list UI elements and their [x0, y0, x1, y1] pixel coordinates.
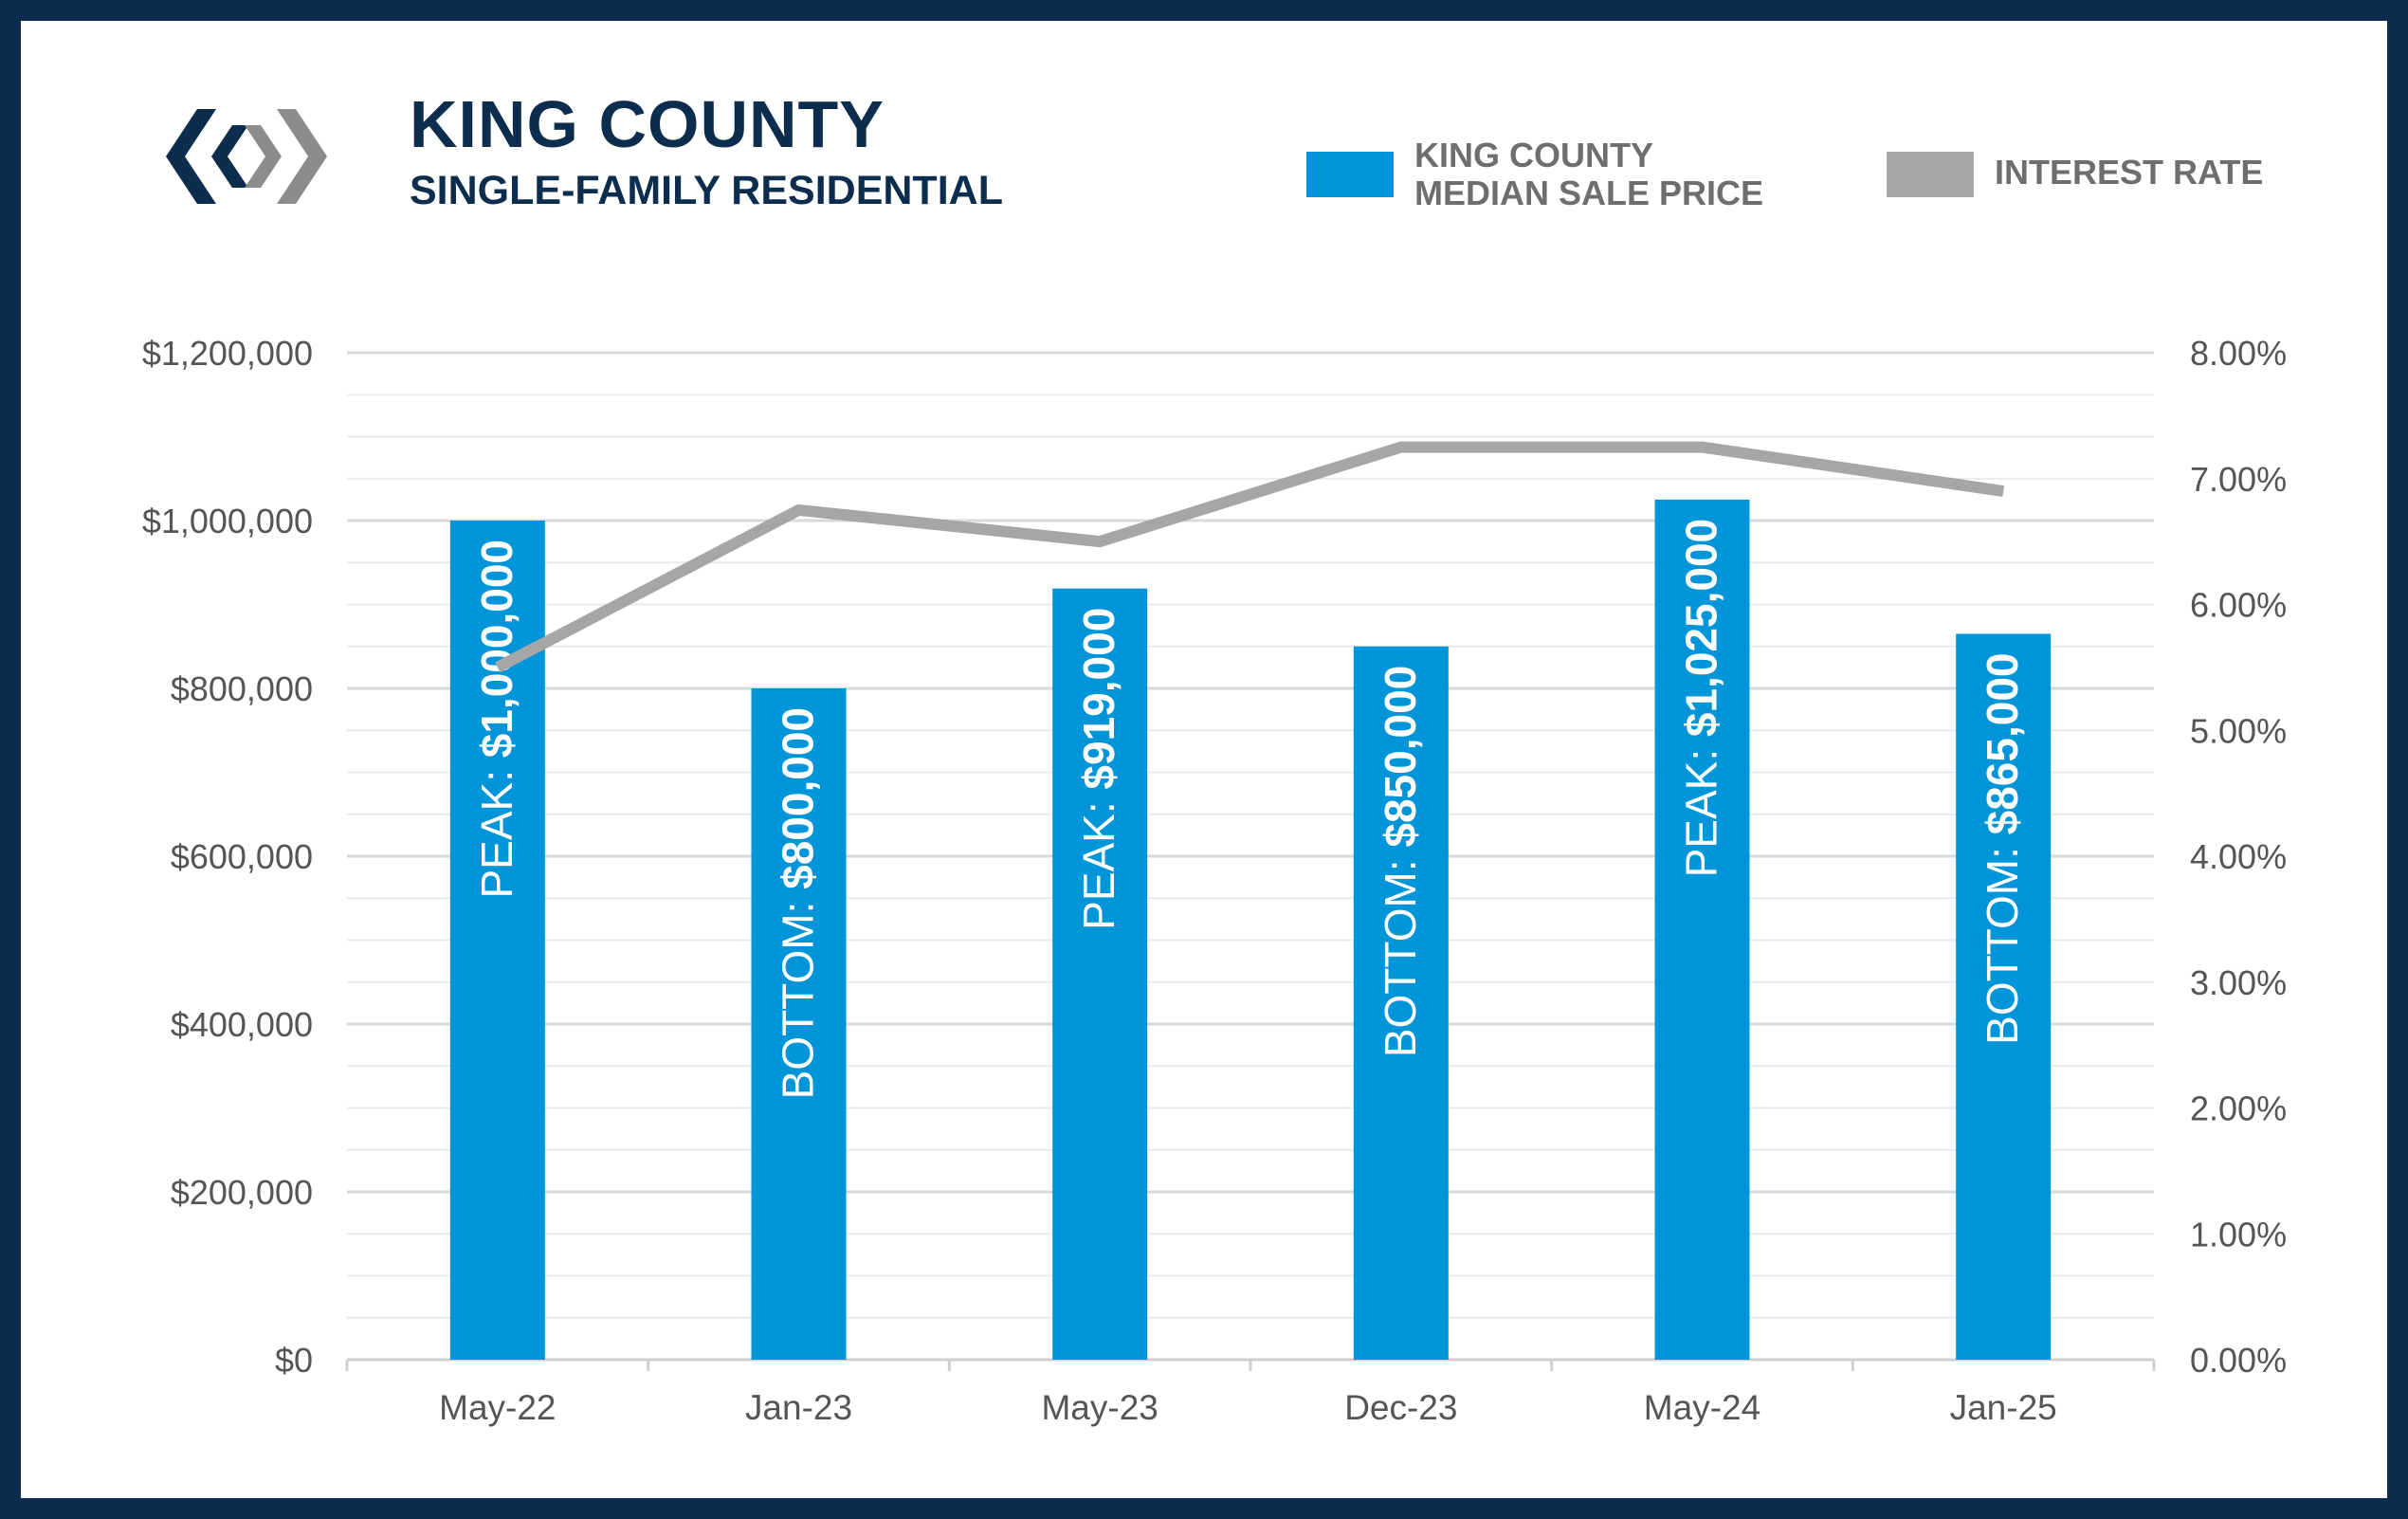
bar-data-label-prefix: BOTTOM: — [774, 889, 823, 1100]
bar-data-label-prefix: PEAK: — [472, 758, 521, 898]
bar — [449, 521, 545, 1360]
bar-data-label: PEAK: $1,000,000 — [472, 540, 521, 899]
y-right-tick-label: 6.00% — [2190, 586, 2287, 625]
y-right-tick-label: 7.00% — [2190, 460, 2287, 499]
legend-swatch-median-price — [1306, 152, 1394, 197]
y-left-tick-label: $400,000 — [171, 1005, 313, 1044]
x-tick-label: Dec-23 — [1344, 1388, 1457, 1427]
y-left-tick-label: $200,000 — [171, 1173, 313, 1212]
legend-swatch-interest-rate — [1887, 152, 1974, 197]
bar-data-label-prefix: BOTTOM: — [1978, 834, 2027, 1045]
bar-data-label-value: $1,000,000 — [472, 540, 521, 758]
legend-label-median-price: KING COUNTY MEDIAN SALE PRICE — [1414, 137, 1763, 212]
x-tick-label: May-23 — [1041, 1388, 1158, 1427]
x-tick-label: Jan-25 — [1950, 1388, 2057, 1427]
y-right-tick-label: 3.00% — [2190, 963, 2287, 1002]
y-left-tick-label: $1,200,000 — [142, 334, 313, 373]
bar-data-label-prefix: PEAK: — [1074, 790, 1123, 930]
y-left-tick-label: $1,000,000 — [142, 502, 313, 540]
bar — [751, 688, 847, 1360]
y-right-tick-label: 0.00% — [2190, 1341, 2287, 1380]
bar-data-label-value: $1,025,000 — [1677, 519, 1726, 737]
bar-data-label: BOTTOM: $865,000 — [1978, 652, 2027, 1044]
y-left-tick-label: $600,000 — [171, 837, 313, 876]
interest-rate-line — [495, 441, 2005, 673]
bar-data-label: BOTTOM: $850,000 — [1376, 666, 1425, 1057]
y-right-tick-label: 2.00% — [2190, 1089, 2287, 1128]
legend-label-interest-rate: INTEREST RATE — [1995, 153, 2264, 192]
interest-rate-point — [497, 667, 499, 668]
bar — [1052, 588, 1148, 1360]
bar — [1654, 499, 1750, 1360]
y-left-tick-label: $800,000 — [171, 669, 313, 708]
y-right-tick-label: 4.00% — [2190, 837, 2287, 876]
legend-label-line-2: MEDIAN SALE PRICE — [1414, 174, 1764, 212]
legend-label-line-1: KING COUNTY — [1414, 136, 1653, 174]
interest-rate-point — [798, 509, 799, 511]
bar-data-label: PEAK: $919,000 — [1074, 608, 1123, 930]
y-right-tick-label: 8.00% — [2190, 334, 2287, 373]
chart-subtitle: SINGLE-FAMILY RESIDENTIAL — [410, 168, 1003, 213]
bar — [1353, 646, 1449, 1360]
bar-data-label: PEAK: $1,025,000 — [1677, 519, 1726, 878]
interest-rate-point — [1099, 540, 1101, 542]
interest-rate-point — [2002, 490, 2004, 492]
bar-data-label-prefix: PEAK: — [1677, 737, 1726, 877]
bar-data-label: BOTTOM: $800,000 — [774, 707, 823, 1099]
y-right-tick-label: 1.00% — [2190, 1215, 2287, 1254]
interest-rate-point — [1702, 447, 1703, 448]
y-right-tick-label: 5.00% — [2190, 711, 2287, 750]
interest-rate-point — [1400, 447, 1402, 448]
bar-data-label-value: $800,000 — [774, 707, 823, 889]
y-left-tick-label: $0 — [275, 1341, 313, 1380]
company-logo-icon — [166, 109, 327, 204]
x-tick-label: Jan-23 — [745, 1388, 852, 1427]
x-tick-label: May-24 — [1644, 1388, 1760, 1427]
x-tick-label: May-22 — [439, 1388, 556, 1427]
bar-data-label-prefix: BOTTOM: — [1376, 848, 1425, 1058]
bar-data-label-value: $919,000 — [1074, 608, 1123, 790]
bar — [1956, 633, 2052, 1360]
chart-title: KING COUNTY — [410, 87, 885, 161]
bar-data-label-value: $865,000 — [1978, 652, 2027, 834]
bar-data-label-value: $850,000 — [1376, 666, 1425, 848]
